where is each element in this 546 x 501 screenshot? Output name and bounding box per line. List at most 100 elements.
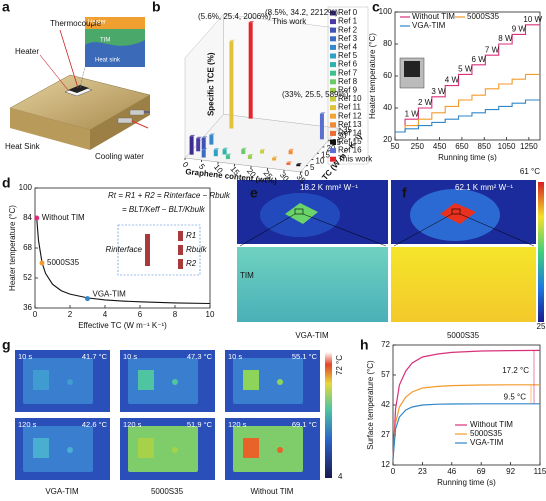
series-line [395,73,540,133]
panel-label: d [2,175,11,191]
panel-label: b [152,0,161,15]
panel-g-images [15,350,332,480]
legend-swatch [330,96,336,102]
annotation: (33%, 25.5, 589%) [282,90,349,99]
bar-top [201,136,208,138]
bar [272,157,277,161]
legend-frame [327,6,369,165]
legend-label: Ref 3 [338,34,358,43]
legend-label: Ref 16 [338,146,362,155]
y-tick-label: 52 [23,273,32,282]
ir-spot [67,379,73,385]
z-tick-label: 0 [305,169,310,178]
legend-swatch [330,62,336,68]
ir-board [233,358,303,404]
y-tick-label: 27 [381,430,390,439]
bar-top [222,147,229,150]
bar-top [213,148,220,150]
legend-swatch [330,148,336,154]
layer-label: TIM [240,271,254,280]
legend-swatch [330,139,336,145]
x-tick-label: 50 [391,142,400,151]
ir-spot [172,379,178,385]
bar [201,137,206,150]
x-tick-label: 69 [477,467,486,476]
circuit-label: Rinterface [106,245,143,254]
point-label: 5000S35 [47,258,80,267]
bar [319,113,324,140]
annotation: (8.5%, 34.2, 2212%) [265,8,338,17]
inset-label: Heater [88,20,106,26]
legend-label: Ref 12 [338,111,362,120]
legend-label: Ref 0 [338,8,358,17]
ir-heater [138,438,154,458]
y-tick-label: 68 [23,243,32,252]
x-tick-label: 46 [447,467,456,476]
legend-swatch [330,10,336,16]
colorbar-label: 61 °C [520,167,540,176]
circuit-label: Rbulk [186,245,207,254]
temperature-label: 51.9 °C [187,420,213,429]
resistor [145,234,150,266]
side-wall [184,13,224,159]
panel-label: f [402,185,407,201]
temperature-label: 41.7 °C [82,352,108,361]
legend-label: This work [338,154,373,163]
legend-label: Ref 7 [338,68,358,77]
annotation: 7 W [485,45,500,54]
bar-top [225,153,232,156]
annotation: 10 W [523,15,542,24]
legend-label: VGA-TIM [470,438,504,447]
z-tick-label: 35 [343,125,352,134]
annotation: 1 W [405,109,420,118]
panel-label: e [250,185,258,201]
point-label: VGA-TIM [93,290,127,299]
colorbar-label: 25 [537,322,546,331]
ir-heater [243,438,259,458]
x-tick-label: 250 [411,142,425,151]
x-tick-label: 5 [197,162,207,172]
y-axis-label: Specific TCE (%) [207,52,216,116]
bar-top [319,112,326,114]
bar [201,149,206,158]
z-tick-label: 25 [332,138,341,147]
legend-label: Ref 11 [338,103,362,112]
bar-top [288,148,295,151]
ir-board [23,358,93,404]
ir-board [128,426,198,472]
legend-label: Ref 13 [338,120,362,129]
time-label: 10 s [123,352,137,361]
time-label: 10 s [18,352,32,361]
legend-label: Ref 2 [338,25,358,34]
colorbar-label: 72 °C [335,355,344,375]
annotation: 4 W [445,76,460,85]
inset-label: Heat sink [95,58,121,64]
formula: = BLT/Keff − BLT/Kbulk [122,205,206,214]
x-tick-label: 0 [180,160,190,170]
temperature-label: 42.6 °C [82,420,108,429]
colorbar-label: 4 [338,472,343,481]
time-label: 120 s [123,420,142,429]
legend-label: Ref 15 [338,137,362,146]
annotation: (5.6%, 25.4, 2006%) [198,12,271,21]
y-tick-label: 57 [381,370,390,379]
y-tick-label: 20 [383,135,392,144]
leader [39,54,69,91]
legend-swatch [330,70,336,76]
ir-spot [172,447,178,453]
bar [286,162,291,165]
x-tick-label: 650 [455,142,469,151]
x-tick-label: 4 [103,310,108,319]
resistor [178,259,183,269]
annotation: 17.2 °C [502,366,529,375]
circuit-label: R1 [186,231,196,240]
bar-top [296,162,302,165]
bar [196,138,201,152]
plot-frame [392,344,541,466]
time-label: 120 s [18,420,37,429]
legend-swatch [330,79,336,85]
legend-swatch [330,27,336,33]
y-tick-label: 80 [383,39,392,48]
back-wall [223,13,340,129]
